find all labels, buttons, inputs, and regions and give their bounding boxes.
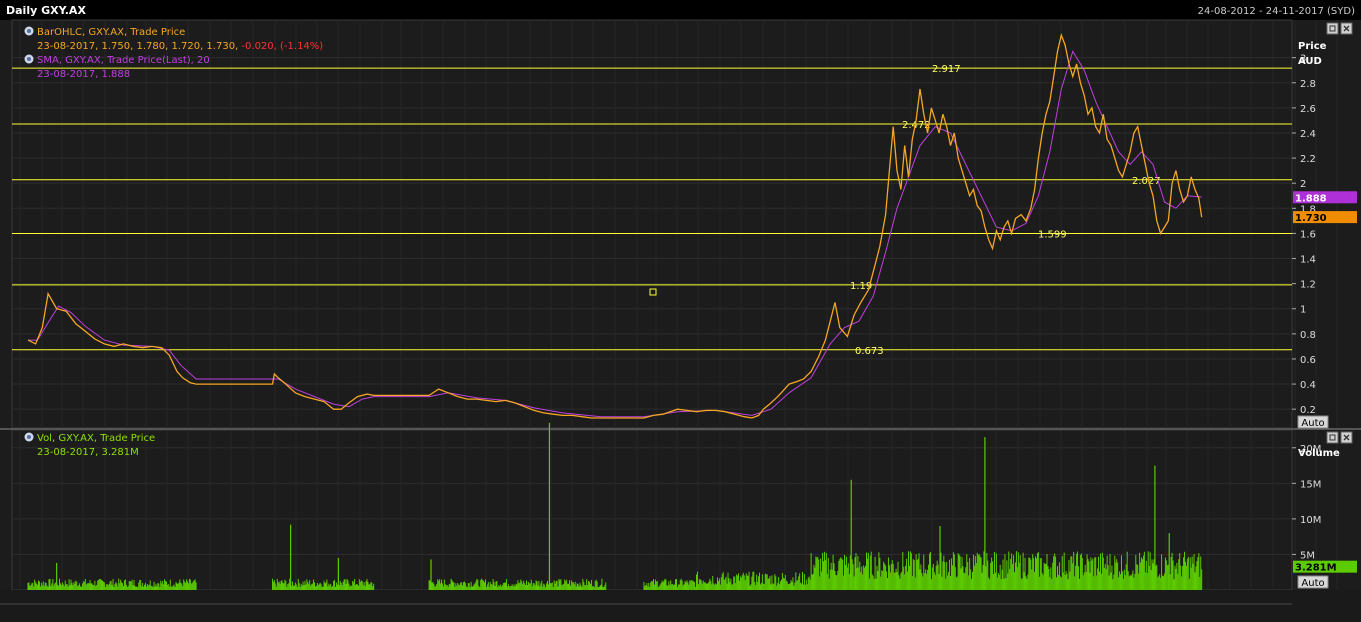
volume-plot-area[interactable] [11,429,1293,591]
price-tick-label: 1.8 [1300,204,1316,215]
level-marker[interactable] [649,288,657,296]
legend-dot-inner-icon [27,435,31,439]
price-series [27,32,1203,419]
price-tick-label: 1.6 [1300,229,1316,240]
volume-legend: Vol, GXY.AX, Trade Price 23-08-2017, 3.2… [24,432,155,458]
volume-badge-bg [1293,560,1357,573]
price-tick-label: 1 [1300,305,1306,316]
level-label: 2.917 [932,64,961,75]
date-range: 24-08-2012 - 24-11-2017 (SYD) [1198,6,1355,17]
close-glyph-icon [1343,25,1350,32]
level-label: 2.027 [1132,176,1161,187]
volume-axis-title: Volume [1298,448,1340,459]
legend-volume-title: Vol, GXY.AX, Trade Price [37,433,155,444]
volume-tick-label: 10M [1300,515,1321,526]
price-auto-button-bg[interactable] [1297,415,1329,429]
level-label: 0.673 [855,346,884,357]
volume-auto-label: Auto [1301,578,1324,589]
volume-tick-label: 15M [1300,479,1321,490]
legend-dot-inner-icon [27,57,31,61]
sma-line [28,50,1202,418]
price-tick-label: 3 [1300,54,1306,65]
legend-volume-values: 23-08-2017, 3.281M [37,447,139,458]
volume-bars [27,422,1203,590]
price-auto-button[interactable]: Auto [1297,415,1329,429]
volume-panel-buttons [1326,431,1353,444]
legend-sma-title: SMA, GXY.AX, Trade Price(Last), 20 [37,55,210,66]
value-badges: 1.888 1.730 3.281M [1293,191,1357,574]
price-tick-label: 2.6 [1300,104,1316,115]
volume-auto-button-bg[interactable] [1297,575,1329,589]
price-axis-ticks: 0.2 0.4 0.6 0.8 1 1.2 1.4 1.6 1.8 2 2.2 2.4 2.6 2.8 3 [1292,54,1316,416]
legend-sma-values: 23-08-2017, 1.888 [37,69,130,80]
level-label: 1.19 [850,281,872,292]
price-tick-label: 0.4 [1300,380,1316,391]
price-axis-title: Price [1298,41,1327,52]
legend-dot-inner-icon [27,29,31,33]
price-tick-label: 0.2 [1300,405,1316,416]
sma-badge-bg [1293,191,1357,204]
maximize-icon[interactable] [1326,431,1339,444]
price-tick-label: 0.6 [1300,355,1316,366]
price-panel-buttons [1326,22,1353,35]
price-plot-area[interactable] [11,19,1293,429]
maximize-glyph-icon [1329,25,1336,32]
price-tick-label: 2 [1300,179,1306,190]
price-tick-label: 2.4 [1300,129,1316,140]
price-legend: BarOHLC, GXY.AX, Trade Price 23-08-2017,… [24,26,323,80]
legend-ohlc-values: 23-08-2017, 1.750, 1.780, 1.720, 1.730, … [37,41,323,52]
maximize-glyph-icon [1329,434,1336,441]
level-label: 2.472 [902,120,931,131]
maximize-icon[interactable] [1326,22,1339,35]
legend-ohlc-ohlc: 23-08-2017, 1.750, 1.780, 1.720, 1.730, [37,41,241,52]
price-line [27,32,1203,419]
volume-tick-label: 5M [1300,550,1315,561]
price-tick-label: 1.2 [1300,280,1316,291]
price-badge: 1.730 [1295,213,1327,224]
level-label: 1.599 [1038,230,1067,241]
price-badge-bg [1293,211,1357,224]
horizontal-levels: 2.917 2.472 2.027 1.599 1.19 0.673 [12,64,1292,357]
price-auto-label: Auto [1301,418,1324,429]
sma-badge: 1.888 [1295,193,1327,204]
volume-auto-button[interactable]: Auto [1297,575,1329,589]
volume-axis-ticks: 5M 10M 15M 20M [1292,444,1321,561]
volume-badge: 3.281M [1295,563,1337,574]
window-title: Daily GXY.AX [6,4,86,17]
legend-ohlc-title: BarOHLC, GXY.AX, Trade Price [37,27,185,38]
volume-tick-label: 20M [1300,444,1321,455]
price-tick-label: 1.4 [1300,255,1316,266]
price-tick-label: 2.8 [1300,79,1316,90]
price-tick-label: 0.8 [1300,330,1316,341]
close-glyph-icon [1343,434,1350,441]
legend-ohlc-change: -0.020, (-1.14%) [241,41,323,52]
price-tick-label: 2.2 [1300,154,1316,165]
price-axis-unit: AUD [1298,56,1322,67]
x-axis-strip [0,590,1361,622]
title-bar [0,0,1361,20]
